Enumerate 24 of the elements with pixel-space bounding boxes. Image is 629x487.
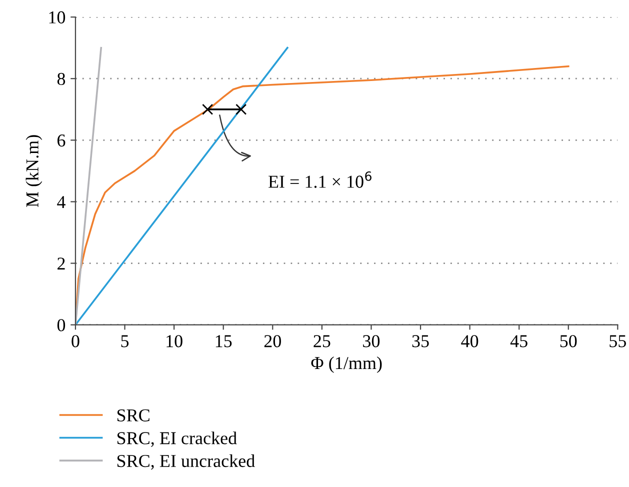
- legend-label: SRC, EI cracked: [117, 432, 237, 447]
- x-tick-label: 35: [412, 335, 429, 348]
- x-tick-label: 10: [166, 335, 182, 348]
- y-tick-label: 0: [57, 319, 66, 332]
- legend-label: SRC: [117, 409, 150, 422]
- x-tick-label: 55: [610, 335, 626, 348]
- x-tick-label: 20: [264, 335, 281, 348]
- x-axis-title: Φ (1/mm): [311, 356, 382, 373]
- x-tick-label: 50: [560, 335, 577, 348]
- y-axis-title: M (kN.m): [26, 135, 42, 208]
- x-tick-label: 25: [314, 335, 330, 348]
- y-tick-label: 4: [57, 196, 66, 208]
- y-tick-label: 10: [49, 11, 66, 24]
- annotation: EI = 1.1 × 10$^{6}$: [268, 171, 372, 188]
- x-tick-label: 0: [72, 335, 80, 348]
- y-tick-label: 6: [58, 134, 66, 147]
- x-tick-label: 40: [461, 335, 478, 348]
- x-tick-label: 45: [510, 335, 528, 348]
- x-tick-label: 15: [216, 335, 232, 348]
- legend-label: SRC, EI uncracked: [117, 454, 255, 470]
- x-tick-label: 30: [363, 335, 380, 348]
- x-tick-label: 5: [121, 335, 129, 348]
- y-tick-label: 2: [58, 258, 65, 270]
- y-tick-label: 8: [57, 72, 66, 86]
